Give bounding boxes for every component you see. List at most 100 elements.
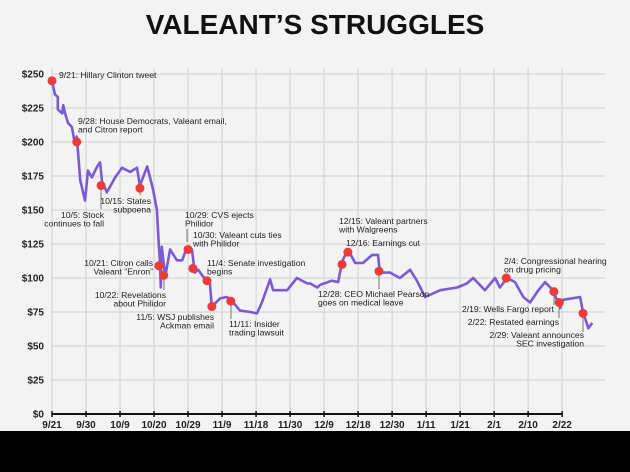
event-marker: [207, 302, 217, 312]
event-label: 2/4: Congressional hearing: [504, 256, 607, 266]
x-tick-label: 2/22: [552, 420, 572, 431]
event-label: 2/22: Restated earnings: [468, 317, 559, 327]
event-label: 2/29: Valeant announces: [490, 330, 584, 340]
grid: [51, 68, 605, 414]
y-tick-label: $75: [27, 308, 44, 319]
axes: $0 $25 $50 $75 $100 $125 $150 $175 $200 $225 $250 9…: [22, 70, 573, 432]
event-marker: [226, 296, 236, 306]
event-marker: [72, 137, 82, 147]
event-label: SEC investigation: [516, 339, 584, 349]
event-marker: [501, 273, 511, 283]
event-label: Philidor: [185, 219, 214, 229]
y-tick-label: $0: [33, 410, 45, 421]
event-marker: [47, 76, 57, 86]
event-marker: [154, 261, 164, 271]
event-marker: [578, 308, 588, 318]
x-tick-label: 12/9: [314, 420, 334, 431]
event-label: about Philidor: [113, 299, 166, 309]
x-tick-label: 2/1: [487, 420, 501, 431]
event-marker: [202, 276, 212, 286]
event-annotation: 9/28: House Democrats, Valeant email,and…: [72, 116, 227, 147]
event-label: Valeant “Enron”: [93, 267, 153, 277]
event-label: 11/11: Insider: [229, 319, 280, 329]
event-label: 11/5: WSJ publishes: [136, 312, 214, 322]
event-label: 10/21: Citron calls: [84, 258, 153, 268]
event-label: 10/15: States: [100, 196, 151, 206]
event-marker: [188, 263, 198, 273]
event-annotation: 2/22: Restated earnings: [468, 297, 564, 327]
events: 9/21: Hillary Clinton tweet 9/28: House D…: [44, 70, 607, 349]
chart-title: VALEANT’S STRUGGLES: [145, 9, 485, 40]
x-tick-label: 12/18: [346, 420, 371, 431]
event-marker: [96, 181, 106, 191]
y-tick-label: $100: [22, 274, 45, 285]
x-tick-label: 1/21: [450, 420, 470, 431]
y-tick-label: $125: [22, 240, 45, 251]
event-marker: [554, 297, 564, 307]
event-label: 2/19: Wells Fargo report: [462, 304, 555, 314]
event-label: 12/16: Earnings cut: [346, 238, 421, 248]
x-tick-label: 11/30: [278, 420, 303, 431]
event-marker: [374, 266, 384, 276]
event-label: begins: [207, 267, 232, 277]
x-tick-label: 11/18: [244, 420, 269, 431]
y-tick-label: $50: [27, 342, 44, 353]
bottom-bar: [0, 431, 630, 472]
event-marker: [343, 247, 353, 257]
event-label: 12/15: Valeant partners: [339, 216, 428, 226]
event-label: 12/28: CEO Michael Pearson: [318, 289, 430, 299]
x-tick-label: 2/10: [518, 420, 538, 431]
series: [50, 80, 594, 330]
event-label: subpoena: [113, 205, 151, 215]
event-marker: [159, 270, 169, 280]
event-label: with Walgreens: [338, 225, 397, 235]
event-label: 10/29: CVS ejects: [185, 210, 254, 220]
x-tick-label: 1/11: [417, 420, 436, 431]
event-label: Ackman email: [160, 321, 214, 331]
y-tick-label: $150: [22, 206, 45, 217]
y-tick-label: $225: [22, 104, 45, 115]
x-tick-label: 10/29: [176, 420, 201, 431]
event-label: on drug pricing: [504, 265, 561, 275]
event-annotation: 2/19: Wells Fargo report: [462, 287, 559, 314]
x-tick-label: 9/21: [42, 420, 62, 431]
event-label: 11/4: Senate investigation: [207, 258, 305, 268]
event-marker: [337, 259, 347, 269]
event-marker: [135, 183, 145, 193]
y-tick-label: $175: [22, 172, 45, 183]
event-label: 9/28: House Democrats, Valeant email,: [78, 116, 227, 126]
x-tick-label: 11/9: [213, 420, 232, 431]
price-line: [50, 80, 594, 330]
event-label: 9/21: Hillary Clinton tweet: [59, 70, 157, 80]
event-label: with Philidor: [192, 239, 239, 249]
x-tick-label: 9/30: [76, 420, 96, 431]
event-label: continues to fall: [44, 219, 104, 229]
event-label: goes on medical leave: [318, 298, 404, 308]
event-annotation: 12/16: Earnings cut: [343, 238, 421, 257]
x-tick-label: 10/20: [142, 420, 167, 431]
event-label: and Citron report: [78, 125, 143, 135]
event-label: trading lawsuit: [229, 328, 285, 338]
x-tick-label: 12/30: [380, 420, 405, 431]
event-label: 10/5: Stock: [61, 210, 105, 220]
y-tick-label: $25: [27, 376, 44, 387]
event-label: 10/22: Revelations: [95, 290, 166, 300]
event-annotation: 9/21: Hillary Clinton tweet: [47, 70, 157, 86]
event-marker: [549, 287, 559, 297]
y-tick-label: $250: [22, 70, 45, 81]
y-tick-label: $200: [22, 138, 45, 149]
x-tick-label: 10/9: [110, 420, 130, 431]
